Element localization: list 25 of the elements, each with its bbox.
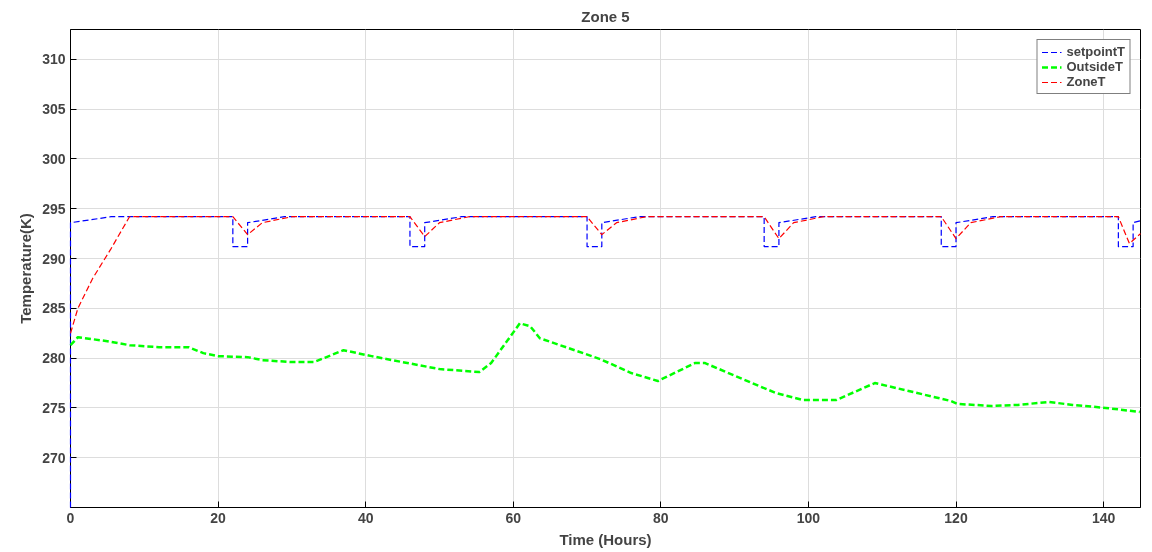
x-tick-label: 100: [796, 509, 821, 526]
y-tick-label: 310: [42, 51, 66, 68]
y-tick-label: 275: [42, 399, 66, 416]
line-series: [69, 216, 1142, 334]
legend-label: setpointT: [1066, 44, 1125, 59]
y-tick-label: 305: [42, 101, 66, 118]
line-series: [69, 322, 1142, 414]
x-tick-label: 40: [357, 509, 374, 526]
x-axis-title: Time (Hours): [559, 530, 652, 548]
y-tick-label: 280: [42, 350, 66, 367]
x-tick-label: 120: [944, 509, 968, 526]
x-tick-label: 60: [505, 509, 522, 526]
chart-title: Zone 5: [581, 7, 630, 25]
legend-label: OutsideT: [1066, 59, 1123, 74]
y-tick-label: 290: [42, 250, 66, 267]
y-tick-label: 300: [42, 150, 66, 167]
y-axis-title: Temperature(K): [17, 213, 35, 324]
legend-label: ZoneT: [1066, 74, 1106, 89]
x-tick-label: 0: [66, 509, 75, 526]
x-tick-label: 80: [653, 509, 669, 526]
x-tick-label: 20: [210, 509, 227, 526]
y-tick-label: 295: [42, 200, 66, 217]
y-tick-label: 270: [42, 449, 66, 466]
x-tick-label: 140: [1091, 509, 1116, 526]
y-tick-label: 285: [42, 300, 66, 317]
